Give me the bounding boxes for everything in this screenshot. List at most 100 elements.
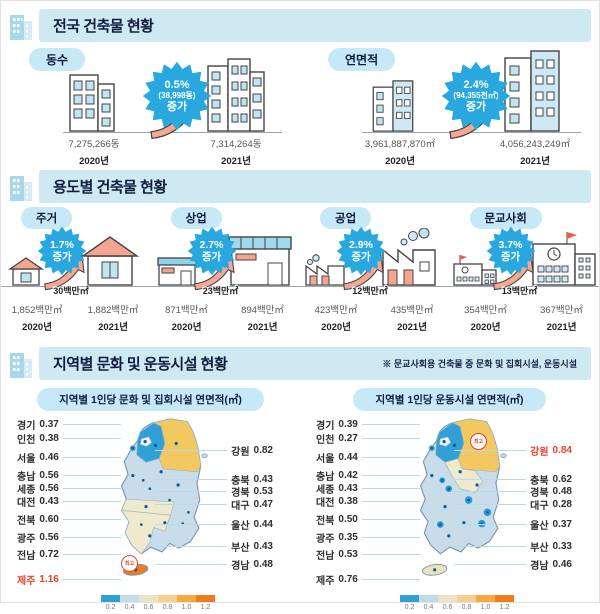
- map-label-ulsan: 울산 0.37: [450, 517, 572, 532]
- map-label-incheon: 인천 0.27: [316, 431, 424, 446]
- section-regional-title: 지역별 문화 및 운동시설 현황: [53, 356, 228, 373]
- map-label-gyeonggi: 경기 0.39: [316, 417, 424, 432]
- increase-badge: 2.9% 증가: [334, 224, 388, 278]
- map-label-gyeongnam: 경남 0.48: [151, 557, 273, 572]
- value-2020: 7,275,266동 2020년: [68, 139, 120, 167]
- region-dots: [430, 439, 489, 572]
- value-2020: 423백만㎡ 2020년: [314, 305, 358, 333]
- increase-badge-text: 2.9% 증가: [349, 238, 373, 263]
- national-content: 동수: [1, 42, 599, 167]
- map-panel-sports: 최고 경기 0.39 인천 0.27 서울 0.44 충남 0.42 세종 0.43 대전…: [300, 411, 599, 614]
- building-icon: [10, 175, 32, 201]
- map-label-gyeonggi: 경기 0.37: [17, 417, 125, 432]
- value-2021: 367백만㎡ 2021년: [540, 305, 583, 333]
- section-by-use-band: 용도별 건축물 현황: [39, 170, 591, 203]
- map-label-daegu: 대구 0.47: [151, 497, 273, 512]
- east-island: [201, 453, 208, 459]
- column-residential: 주거 1.7% 증가 30백만㎡ 1,852백만㎡ 2020년: [1, 207, 151, 339]
- school-icon-small: [452, 255, 497, 286]
- by-use-columns: 주거 1.7% 증가 30백만㎡ 1,852백만㎡ 2020년: [1, 207, 599, 339]
- building-icon: [10, 14, 32, 40]
- building-icon: [10, 352, 32, 378]
- map-panel-culture: 최고 경기 0.37 인천 0.38 서울 0.46 충남 0.56 세종 0.56 대전…: [1, 411, 300, 614]
- column-education-social: 문교사회: [450, 207, 600, 339]
- map-label-busan: 부산 0.33: [450, 539, 572, 554]
- column-label-pill: 주거: [21, 207, 73, 229]
- value-2021: 7,314,264동 2021년: [210, 139, 262, 167]
- map-label-chungbuk: 충북 0.62: [450, 472, 572, 487]
- badge-percent: 2.4%: [463, 78, 489, 91]
- increase-badge: 3.7% 증가: [484, 224, 538, 278]
- map-label-daejeon: 대전 0.38: [316, 494, 424, 509]
- school-icon-large: [532, 232, 596, 286]
- shop-icon-large: [228, 236, 292, 286]
- map-label-seoul: 서울 0.44: [316, 450, 424, 465]
- map-label-jeonnam: 전남 0.72: [17, 547, 125, 562]
- maps-row: 최고 경기 0.37 인천 0.38 서울 0.46 충남 0.56 세종 0.56 대전…: [1, 411, 599, 614]
- map-label-daejeon: 대전 0.43: [17, 494, 125, 509]
- section-national-title: 전국 건축물 현황: [53, 18, 154, 35]
- arrow-amount-label: 13백만㎡: [501, 286, 538, 296]
- map-label-jeju: 제주 1.16: [17, 572, 125, 587]
- map-label-seoul: 서울 0.46: [17, 450, 125, 465]
- korea-choropleth-map: [419, 418, 507, 576]
- section-national-band: 전국 건축물 현황: [39, 9, 591, 42]
- ground-line: [362, 132, 581, 133]
- column-label-pill: 공업: [320, 207, 372, 229]
- peak-badge: 최고: [470, 433, 487, 450]
- increase-badge-text: 3.7% 증가: [498, 238, 523, 263]
- value-2020: 871백만㎡ 2020년: [165, 305, 208, 333]
- korea-choropleth-map: [120, 418, 208, 576]
- map-label-gyeongnam: 경남 0.46: [450, 557, 572, 572]
- building-icon-large: [207, 58, 265, 132]
- map-label-incheon: 인천 0.38: [17, 431, 125, 446]
- map-label-jeonnam: 전남 0.53: [316, 547, 424, 562]
- map-label-jeju: 제주 0.76: [316, 572, 424, 587]
- building-icon-small: [69, 74, 115, 132]
- value-2020: 354백만㎡ 2020년: [464, 305, 507, 333]
- map-subtitles: 지역별 1인당 문화 및 집회시설 연면적(㎡) 지역별 1인당 운동시설 연면…: [1, 388, 599, 411]
- house-icon-large: [80, 236, 139, 286]
- section-regional-note: ※ 문교사회용 건축물 중 문화 및 집회시설, 운동시설: [382, 359, 577, 369]
- map-label-chungnam: 충남 0.56: [17, 468, 125, 483]
- value-2021: 435백만㎡ 2021년: [390, 305, 434, 333]
- map-label-jeonbuk: 전북 0.60: [17, 512, 125, 527]
- badge-word: 증가: [465, 100, 487, 113]
- column-label-pill: 상업: [170, 207, 222, 229]
- factory-icon-small: [305, 254, 345, 286]
- section-by-use-header: 용도별 건축물 현황: [9, 170, 591, 203]
- panel-label-pill: 연면적: [328, 48, 396, 71]
- column-industrial: 공업 2.9% 증가 12백만㎡: [300, 207, 450, 339]
- map-label-ulsan: 울산 0.44: [151, 517, 273, 532]
- house-icon-small: [7, 257, 45, 286]
- increase-badge-text: 0.5% (38,998동) 증가: [139, 58, 215, 134]
- peak-badge: 최고: [121, 555, 138, 572]
- badge-percent: 0.5%: [164, 78, 190, 91]
- map0-subtitle-pill: 지역별 1인당 문화 및 집회시설 연면적(㎡): [37, 388, 264, 411]
- map-label-daegu: 대구 0.28: [450, 497, 572, 512]
- ground-line: [63, 132, 282, 133]
- map-label-chungbuk: 충북 0.43: [151, 472, 273, 487]
- value-2021: 4,056,243,249㎡ 2021년: [499, 139, 571, 167]
- section-national-header: 전국 건축물 현황: [9, 9, 591, 42]
- value-2020: 3,961,887,870㎡ 2020년: [364, 139, 436, 167]
- increase-badge-text: 2.4% (94,355천㎡) 증가: [438, 58, 514, 134]
- map-label-busan: 부산 0.43: [151, 539, 273, 554]
- map-label-gangwon: 강원 0.82: [151, 443, 273, 458]
- badge-word: 증가: [166, 100, 188, 113]
- badge-amount: (94,355천㎡): [453, 91, 499, 101]
- panel-building-count: 동수: [1, 42, 300, 167]
- value-2021: 894백만㎡ 2021년: [241, 305, 284, 333]
- map-label-gyeongbuk: 경북 0.53: [151, 484, 273, 499]
- badge-amount: (38,998동): [158, 91, 196, 101]
- increase-badge: 0.5% (38,998동) 증가: [139, 58, 215, 134]
- map-label-sejong: 세종 0.56: [17, 481, 125, 496]
- section-regional-header: 지역별 문화 및 운동시설 현황 ※ 문교사회용 건축물 중 문화 및 집회시설…: [9, 347, 591, 380]
- map-label-sejong: 세종 0.43: [316, 481, 424, 496]
- increase-badge: 1.7% 증가: [35, 224, 89, 278]
- increase-badge: 2.4% (94,355천㎡) 증가: [438, 58, 514, 134]
- increase-badge-text: 2.7% 증가: [199, 238, 224, 263]
- value-2021: 1,882백만㎡ 2021년: [87, 305, 139, 333]
- section-by-use-title: 용도별 건축물 현황: [53, 179, 167, 196]
- map-label-gwangju: 광주 0.35: [316, 530, 424, 545]
